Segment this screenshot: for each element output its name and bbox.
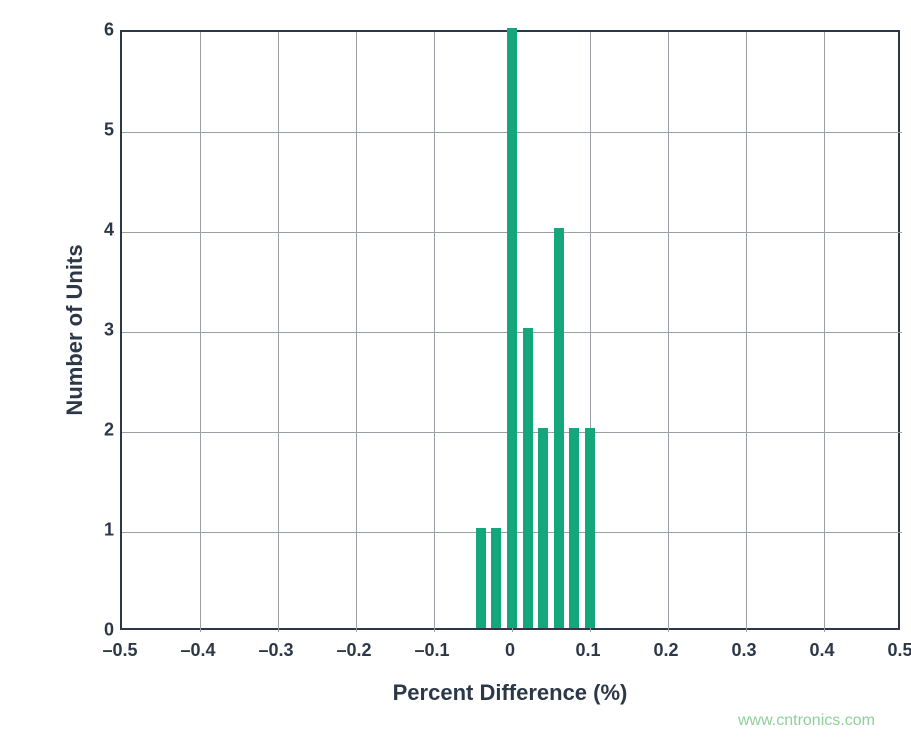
y-tick-label: 2: [90, 420, 114, 441]
histogram-bar: [507, 28, 517, 628]
x-tick-label: –0.4: [180, 640, 215, 661]
x-tick-label: –0.2: [336, 640, 371, 661]
x-tick-label: –0.1: [414, 640, 449, 661]
histogram-bar: [538, 428, 548, 628]
histogram-bar: [523, 328, 533, 628]
x-tick-label: 0.4: [809, 640, 834, 661]
x-tick-label: 0.1: [575, 640, 600, 661]
watermark: www.cntronics.com: [738, 712, 875, 730]
x-tick-label: –0.3: [258, 640, 293, 661]
x-tick-label: 0.5: [887, 640, 911, 661]
y-tick-label: 5: [90, 120, 114, 141]
histogram-bar: [476, 528, 486, 628]
histogram-bar: [554, 228, 564, 628]
y-axis-label: Number of Units: [62, 244, 88, 415]
histogram-bar: [569, 428, 579, 628]
histogram-bar: [585, 428, 595, 628]
y-tick-label: 6: [90, 20, 114, 41]
histogram-bar: [491, 528, 501, 628]
x-tick-label: 0.3: [731, 640, 756, 661]
x-tick-label: 0.2: [653, 640, 678, 661]
x-axis-label: Percent Difference (%): [393, 680, 628, 706]
x-tick-label: 0: [505, 640, 515, 661]
histogram-chart: Number of Units Percent Difference (%) –…: [60, 20, 900, 720]
y-tick-label: 1: [90, 520, 114, 541]
x-tick-label: –0.5: [102, 640, 137, 661]
y-tick-label: 4: [90, 220, 114, 241]
y-tick-label: 3: [90, 320, 114, 341]
plot-area: [120, 30, 900, 630]
y-tick-label: 0: [90, 620, 114, 641]
